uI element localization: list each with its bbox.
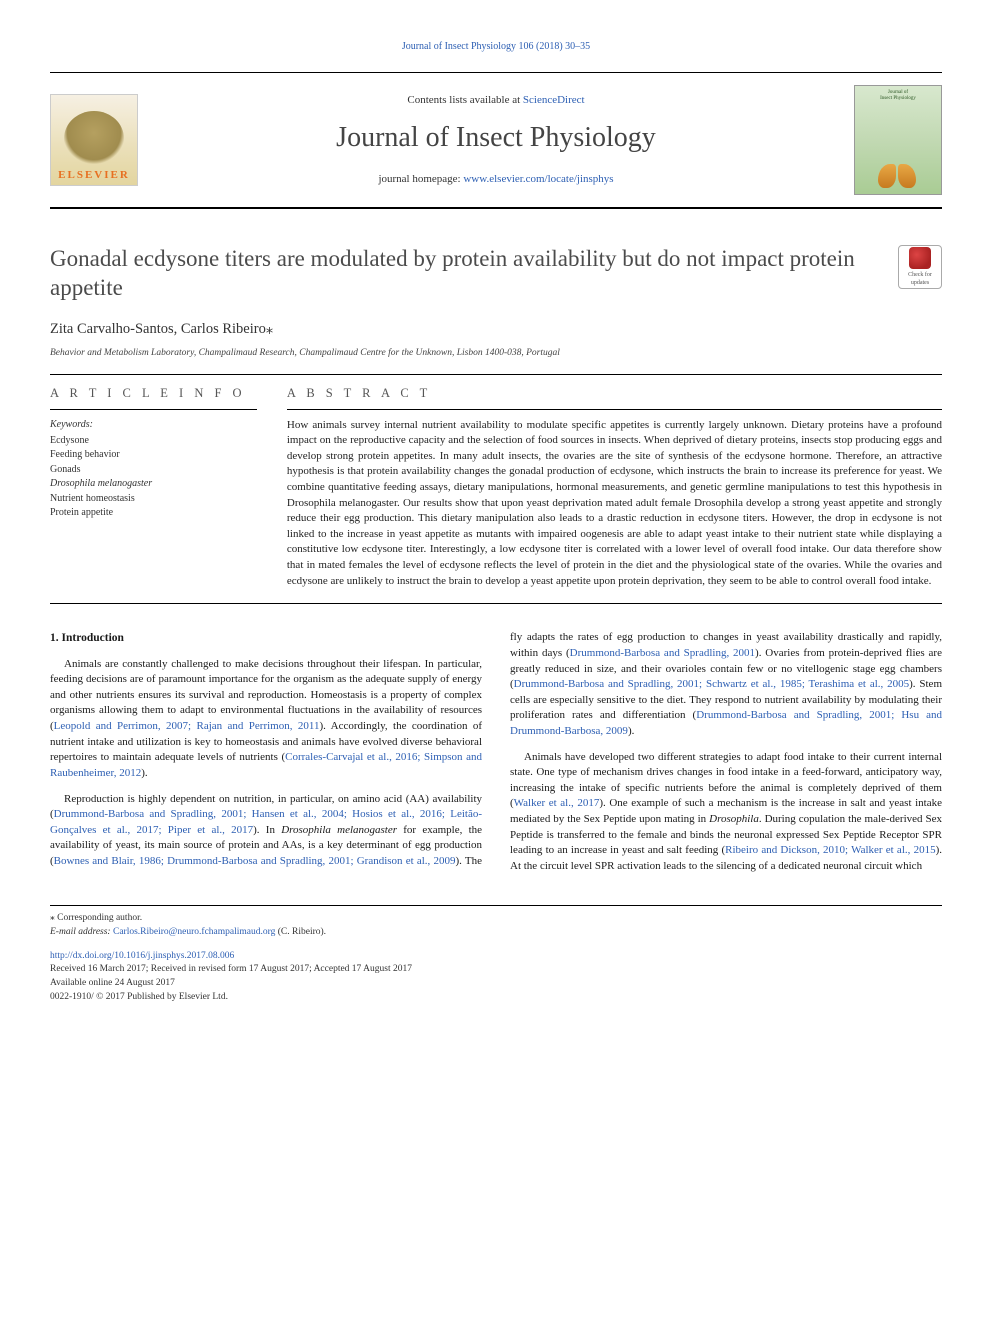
journal-cover-thumb[interactable]: Journal ofInsect Physiology (854, 85, 942, 195)
citation-link[interactable]: Walker et al., 2017 (514, 797, 600, 809)
contents-listing: Contents lists available at ScienceDirec… (154, 93, 838, 108)
wing-left-icon (878, 164, 896, 188)
title-row: Gonadal ecdysone titers are modulated by… (50, 245, 942, 303)
wing-right-icon (898, 164, 916, 188)
footer-meta: http://dx.doi.org/10.1016/j.jinsphys.201… (50, 950, 942, 1005)
header-center: Contents lists available at ScienceDirec… (154, 93, 838, 187)
elsevier-logo[interactable]: ELSEVIER (50, 94, 138, 186)
body-columns: 1. Introduction Animals are constantly c… (50, 630, 942, 877)
citation-link[interactable]: Leopold and Perrimon, 2007; Rajan and Pe… (54, 720, 320, 732)
introduction-head: 1. Introduction (50, 630, 482, 646)
article-info-head: A R T I C L E I N F O (50, 385, 257, 403)
keywords-list: Ecdysone Feeding behavior Gonads Drosoph… (50, 434, 257, 521)
email-link[interactable]: Carlos.Ribeiro@neuro.fchampalimaud.org (113, 927, 275, 937)
contents-prefix: Contents lists available at (407, 94, 522, 106)
received-line: Received 16 March 2017; Received in revi… (50, 963, 942, 977)
keyword: Feeding behavior (50, 448, 257, 463)
check-line1: Check for (908, 271, 932, 279)
issue-citation[interactable]: Journal of Insect Physiology 106 (2018) … (50, 40, 942, 54)
info-rule (50, 409, 257, 410)
corresponding-author: ⁎ Corresponding author. (50, 912, 942, 926)
publisher-name: ELSEVIER (58, 166, 130, 185)
email-line: E-mail address: Carlos.Ribeiro@neuro.fch… (50, 926, 942, 940)
elsevier-tree-icon (64, 111, 124, 166)
keyword: Ecdysone (50, 434, 257, 449)
crossmark-icon (909, 247, 931, 269)
check-line2: updates (911, 279, 929, 287)
journal-header: ELSEVIER Contents lists available at Sci… (50, 72, 942, 209)
issn-line: 0022-1910/ © 2017 Published by Elsevier … (50, 991, 942, 1005)
keyword: Drosophila melanogaster (50, 477, 257, 492)
info-abstract-row: A R T I C L E I N F O Keywords: Ecdysone… (50, 385, 942, 589)
keyword: Nutrient homeostasis (50, 492, 257, 507)
homepage-line: journal homepage: www.elsevier.com/locat… (154, 172, 838, 187)
intro-para-1: Animals are constantly challenged to mak… (50, 657, 482, 782)
homepage-link[interactable]: www.elsevier.com/locate/jinsphys (463, 173, 613, 185)
authors: Zita Carvalho-Santos, Carlos Ribeiro⁎ (50, 319, 942, 339)
footer: ⁎ Corresponding author. E-mail address: … (50, 905, 942, 1005)
journal-name: Journal of Insect Physiology (154, 118, 838, 157)
cover-title: Journal ofInsect Physiology (880, 90, 916, 101)
keyword: Gonads (50, 463, 257, 478)
doi-link[interactable]: http://dx.doi.org/10.1016/j.jinsphys.201… (50, 951, 234, 961)
article-title: Gonadal ecdysone titers are modulated by… (50, 245, 882, 303)
abstract-head: A B S T R A C T (287, 385, 942, 403)
keywords-label: Keywords: (50, 418, 257, 432)
citation-link[interactable]: Bownes and Blair, 1986; Drummond-Barbosa… (54, 855, 456, 867)
rule-above-abstract (50, 374, 942, 375)
citation-link[interactable]: Drummond-Barbosa and Spradling, 2001 (570, 647, 755, 659)
citation-link[interactable]: Drummond-Barbosa and Spradling, 2001; Sc… (514, 678, 909, 690)
keyword: Protein appetite (50, 506, 257, 521)
butterfly-icon (878, 164, 918, 190)
check-updates-badge[interactable]: Check for updates (898, 245, 942, 289)
homepage-prefix: journal homepage: (378, 173, 463, 185)
rule-below-abstract (50, 603, 942, 604)
abstract-rule (287, 409, 942, 410)
author-names: Zita Carvalho-Santos, Carlos Ribeiro (50, 321, 266, 337)
corresponding-asterisk: ⁎ (266, 321, 273, 337)
abstract-col: A B S T R A C T How animals survey inter… (287, 385, 942, 589)
citation-link[interactable]: Ribeiro and Dickson, 2010; Walker et al.… (725, 844, 935, 856)
affiliation: Behavior and Metabolism Laboratory, Cham… (50, 347, 942, 360)
abstract-text: How animals survey internal nutrient ava… (287, 418, 942, 590)
intro-para-3: Animals have developed two different str… (510, 750, 942, 875)
available-line: Available online 24 August 2017 (50, 977, 942, 991)
sciencedirect-link[interactable]: ScienceDirect (523, 94, 585, 106)
article-info-col: A R T I C L E I N F O Keywords: Ecdysone… (50, 385, 257, 589)
